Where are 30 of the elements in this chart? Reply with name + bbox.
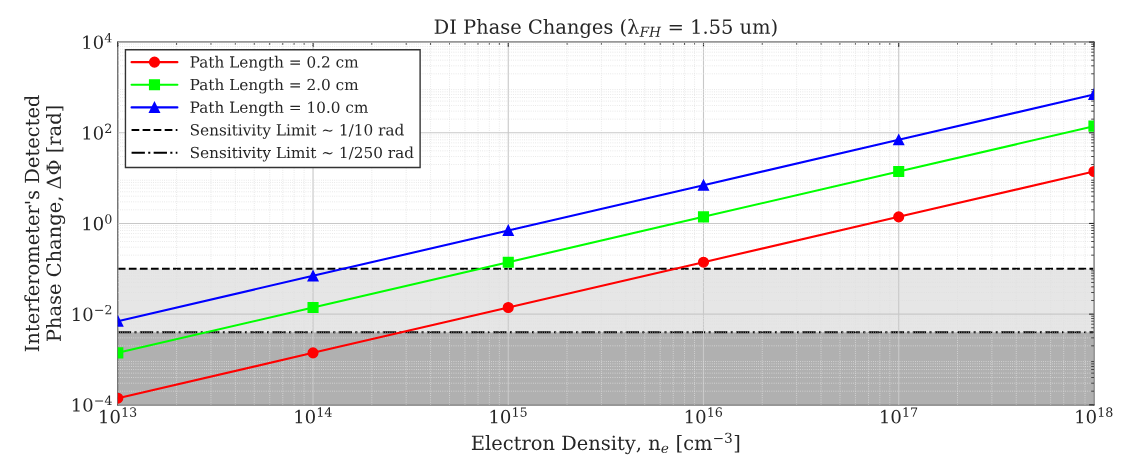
point: [697, 211, 710, 223]
y-tick-label: 10$^{4}$: [83, 32, 112, 50]
chart-title: DI Phase Changes (λ$_{FH}$ = 1.55 um): [434, 18, 777, 39]
legend-label: Path Length = 2.0 cm: [190, 78, 359, 94]
point: [697, 179, 710, 191]
legend-label: Sensitivity Limit ∼ 1/10 rad: [190, 123, 404, 139]
y-tick-label: 10$^{0}$: [83, 214, 112, 231]
point: [893, 134, 905, 146]
x-tick-label: 10$^{14}$: [295, 407, 332, 424]
point: [893, 211, 905, 223]
point: [502, 301, 514, 314]
y-tick-label: 10$^{2}$: [83, 123, 112, 140]
x-axis-title: Electron Density, n$_{e}$ [cm$^{−3}$]: [471, 432, 740, 455]
x-tick-label: 10$^{16}$: [685, 407, 723, 424]
legend-label: Sensitivity Limit ∼ 1/250 rad: [190, 146, 414, 162]
point: [307, 347, 319, 359]
point: [307, 301, 319, 314]
x-tick-label: 10$^{18}$: [1076, 407, 1113, 424]
legend-label: Path Length = 10.0 cm: [190, 101, 368, 117]
x-tick-label: 10$^{15}$: [490, 407, 527, 424]
point: [893, 165, 905, 178]
point: [502, 256, 514, 268]
point: [502, 224, 514, 237]
legend-label: Path Length = 0.2 cm: [190, 55, 359, 71]
point: [307, 270, 319, 282]
y-axis-title: Interferometer's Detected Phase Change, ΔΦ [rad]: [24, 95, 66, 352]
point: [697, 256, 710, 268]
x-tick-label: 10$^{17}$: [881, 407, 918, 424]
y-tick-label: 10$^{−2}$: [72, 304, 112, 322]
x-tick-label: 10$^{13}$: [100, 407, 137, 424]
